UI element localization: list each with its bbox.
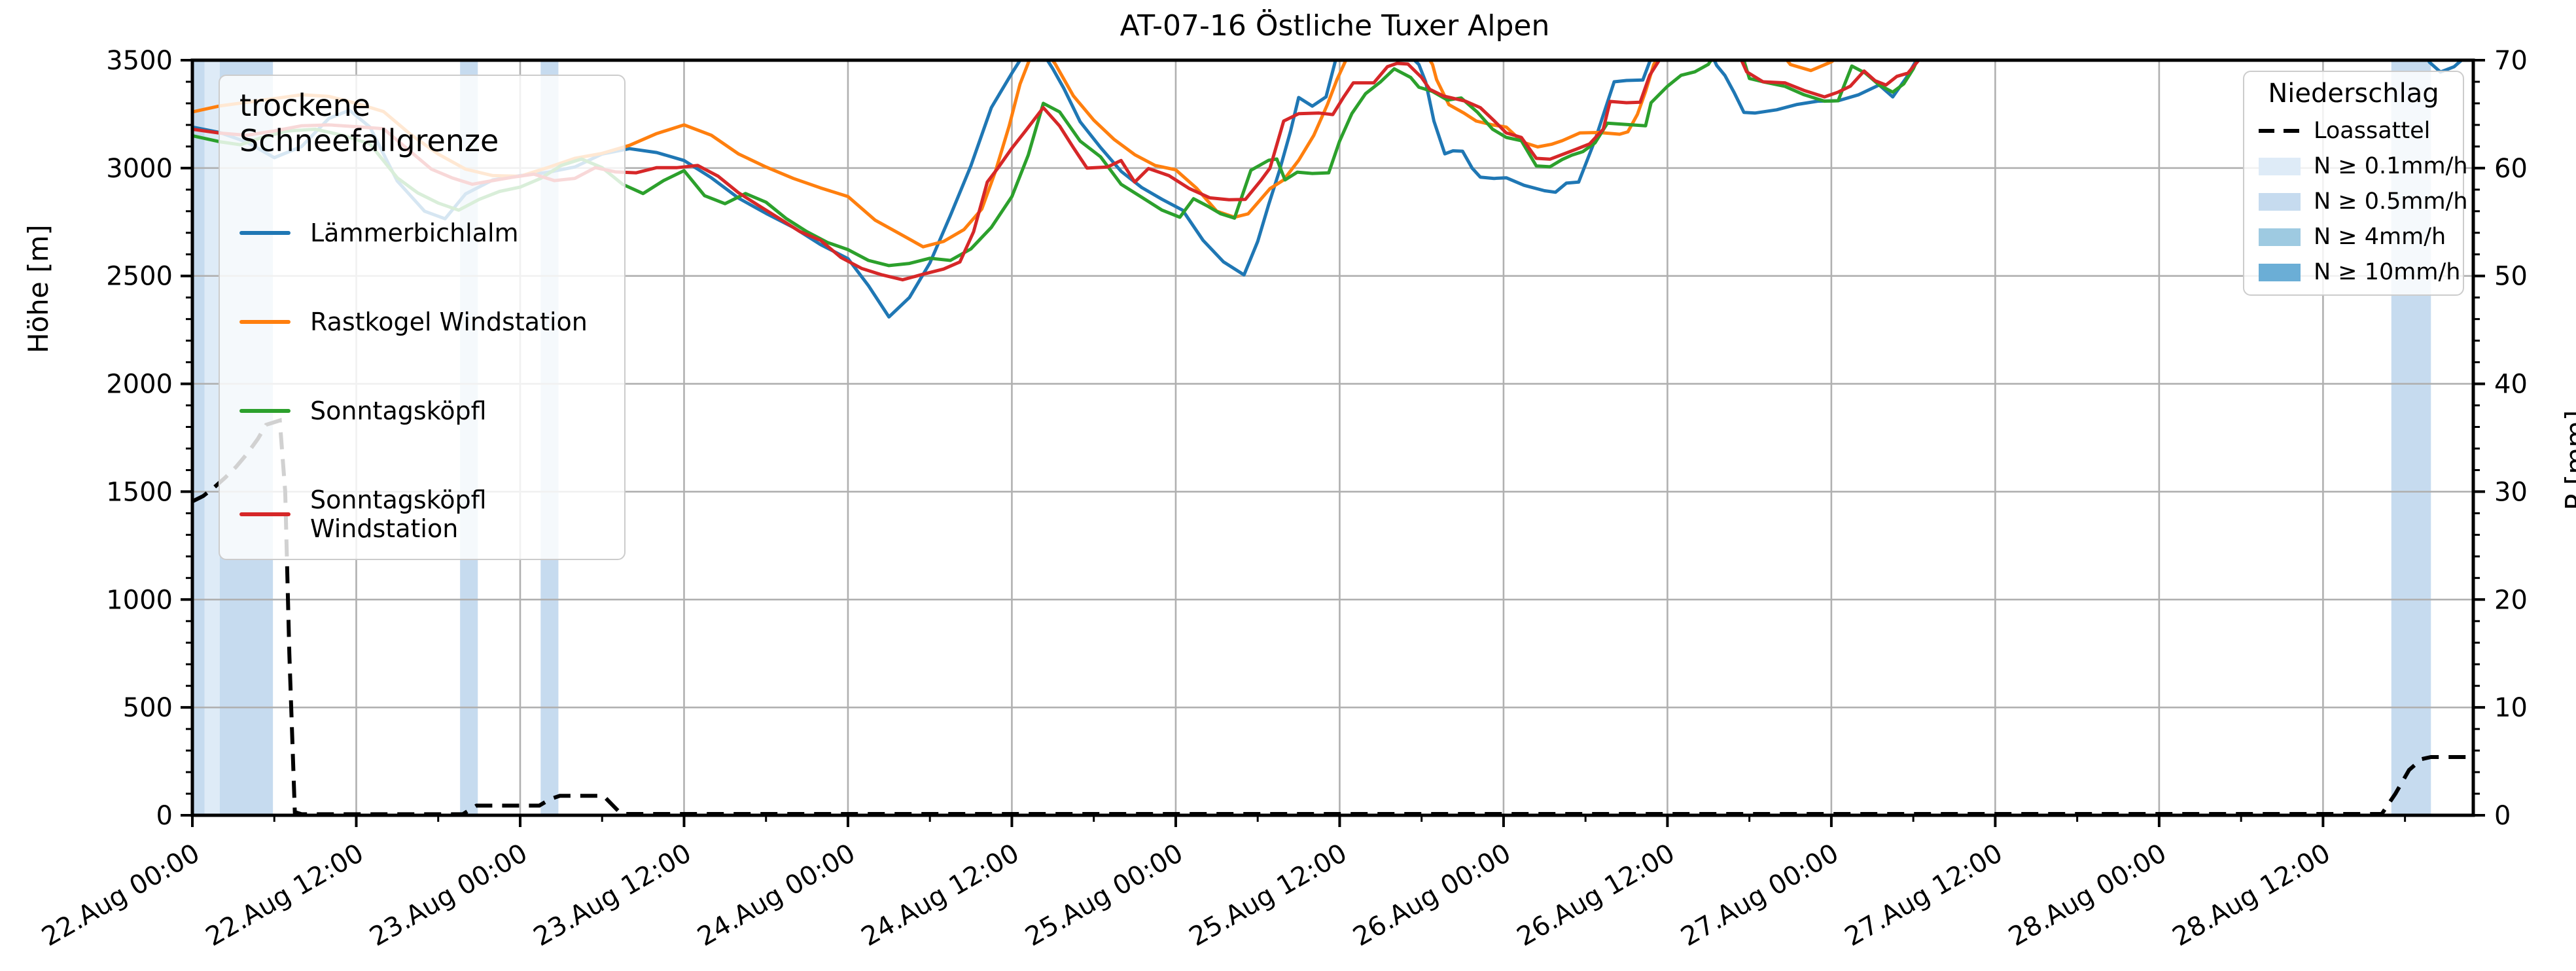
legend-item-loassattel: Loassattel xyxy=(2259,118,2448,144)
y-left-tick-label: 2500 xyxy=(106,262,173,292)
y-right-tick-label: 60 xyxy=(2494,154,2528,184)
precip-band xyxy=(204,60,220,815)
x-tick-label: 27.Aug 00:00 xyxy=(1676,838,1844,953)
y-right-tick-label: 30 xyxy=(2494,477,2528,507)
dashed-line-swatch xyxy=(2259,129,2301,133)
y-right-tick-label: 40 xyxy=(2494,370,2528,400)
y-right-tick-label: 0 xyxy=(2494,801,2511,831)
legend-item-rastkogel: Rastkogel Windstation xyxy=(239,308,605,336)
y-left-tick-label: 3000 xyxy=(106,154,173,184)
legend-left-title: trockene Schneefallgrenze xyxy=(239,88,499,158)
legend-item-n4: N ≥ 4mm/h xyxy=(2259,224,2448,250)
x-tick-label: 24.Aug 12:00 xyxy=(856,838,1025,953)
chart-title: AT-07-16 Östliche Tuxer Alpen xyxy=(1120,9,1550,43)
line-swatch-orange xyxy=(239,320,291,324)
y-right-tick-label: 10 xyxy=(2494,693,2528,723)
x-tick-label: 23.Aug 12:00 xyxy=(529,838,697,953)
legend-item-n10: N ≥ 10mm/h xyxy=(2259,259,2460,285)
y-left-tick-label: 2000 xyxy=(106,370,173,400)
y-right-axis-label: P [mm] xyxy=(2560,410,2576,510)
x-tick-label: 27.Aug 12:00 xyxy=(1840,838,2008,953)
legend-item-sonntagskoepfl: Sonntagsköpfl xyxy=(239,397,605,425)
y-right-tick-label: 20 xyxy=(2494,585,2528,615)
y-left-tick-label: 1500 xyxy=(106,477,173,507)
band-swatch-01 xyxy=(2259,157,2301,175)
band-swatch-4 xyxy=(2259,228,2301,246)
y-left-tick-label: 500 xyxy=(123,693,173,723)
plot-border xyxy=(190,58,2475,817)
x-tick-label: 26.Aug 00:00 xyxy=(1348,838,1516,953)
x-tick-label: 26.Aug 12:00 xyxy=(1512,838,1680,953)
x-tick-label: 25.Aug 00:00 xyxy=(1020,838,1188,953)
band-swatch-05 xyxy=(2259,192,2301,211)
legend-snowfall-line: trockene Schneefallgrenze Lämmerbichlalm… xyxy=(219,75,626,560)
legend-item-n01: N ≥ 0.1mm/h xyxy=(2259,153,2468,179)
x-tick-label: 28.Aug 12:00 xyxy=(2168,838,2336,953)
y-left-axis-label: Höhe [m] xyxy=(22,224,54,353)
x-tick-label: 23.Aug 00:00 xyxy=(364,838,533,953)
legend-right-title: Niederschlag xyxy=(2268,79,2439,109)
line-swatch-green xyxy=(239,409,291,413)
y-right-tick-label: 50 xyxy=(2494,262,2528,292)
x-tick-label: 22.Aug 12:00 xyxy=(201,838,369,953)
y-left-tick-label: 3500 xyxy=(106,46,173,76)
band-swatch-10 xyxy=(2259,263,2301,281)
precip-band xyxy=(192,60,205,815)
legend-item-laemmerbichlalm: Lämmerbichlalm xyxy=(239,219,605,247)
x-tick-label: 24.Aug 00:00 xyxy=(692,838,860,953)
x-tick-label: 28.Aug 00:00 xyxy=(2003,838,2172,953)
x-tick-label: 25.Aug 12:00 xyxy=(1184,838,1352,953)
x-tick-label: 22.Aug 00:00 xyxy=(37,838,205,953)
y-left-tick-label: 0 xyxy=(156,801,173,831)
legend-item-sonntagskoepfl-wind: Sonntagsköpfl Windstation xyxy=(239,486,605,543)
line-swatch-blue xyxy=(239,231,291,235)
y-left-tick-label: 1000 xyxy=(106,585,173,615)
line-swatch-red xyxy=(239,512,291,516)
y-right-tick-label: 70 xyxy=(2494,46,2528,76)
legend-item-n05: N ≥ 0.5mm/h xyxy=(2259,188,2468,215)
legend-precipitation: Niederschlag Loassattel N ≥ 0.1mm/h N ≥ … xyxy=(2243,71,2468,296)
